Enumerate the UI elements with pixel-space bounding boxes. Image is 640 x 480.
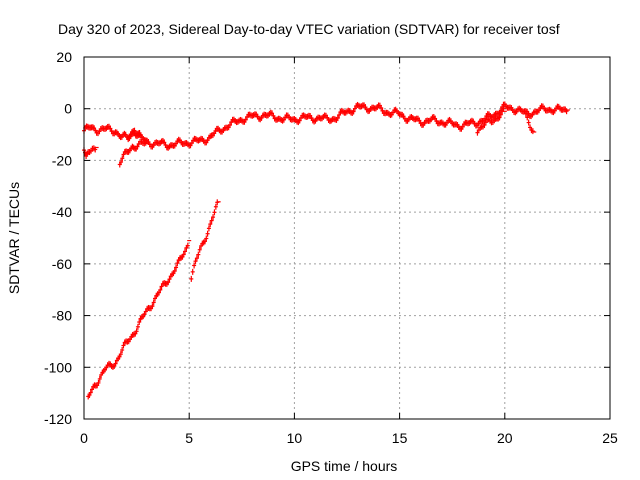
chart-title: Day 320 of 2023, Sidereal Day-to-day VTE… — [58, 21, 560, 37]
y-tick-label: 0 — [64, 101, 72, 117]
x-tick-label: 5 — [185, 430, 193, 446]
x-axis-label: GPS time / hours — [291, 458, 398, 474]
series-main-band — [82, 101, 570, 151]
y-tick-label: -120 — [44, 411, 72, 427]
series-late-dip-2 — [523, 110, 537, 135]
x-tick-label: 10 — [287, 430, 303, 446]
y-tick-label: -40 — [52, 204, 72, 220]
x-tick-label: 0 — [80, 430, 88, 446]
axis-ticks: -120 -100 -80 -60 -40 -20 0 20 0 5 10 15 20 25 — [44, 49, 618, 446]
plot-frame — [83, 56, 611, 420]
series-ramp-2 — [189, 199, 221, 282]
series-ramp-1 — [86, 239, 192, 400]
series-late-dip-1 — [475, 105, 507, 136]
y-tick-label: -100 — [44, 359, 72, 375]
y-axis-label: SDTVAR / TECUs — [6, 182, 22, 294]
x-tick-label: 15 — [392, 430, 408, 446]
y-tick-label: -20 — [52, 152, 72, 168]
y-tick-label: 20 — [56, 49, 72, 65]
x-tick-label: 20 — [497, 430, 513, 446]
series-lower-branch — [117, 138, 150, 168]
y-tick-label: -80 — [52, 308, 72, 324]
x-tick-label: 25 — [602, 430, 618, 446]
data-points — [82, 101, 570, 400]
series-upper-hump — [126, 127, 143, 141]
y-tick-label: -60 — [52, 256, 72, 272]
